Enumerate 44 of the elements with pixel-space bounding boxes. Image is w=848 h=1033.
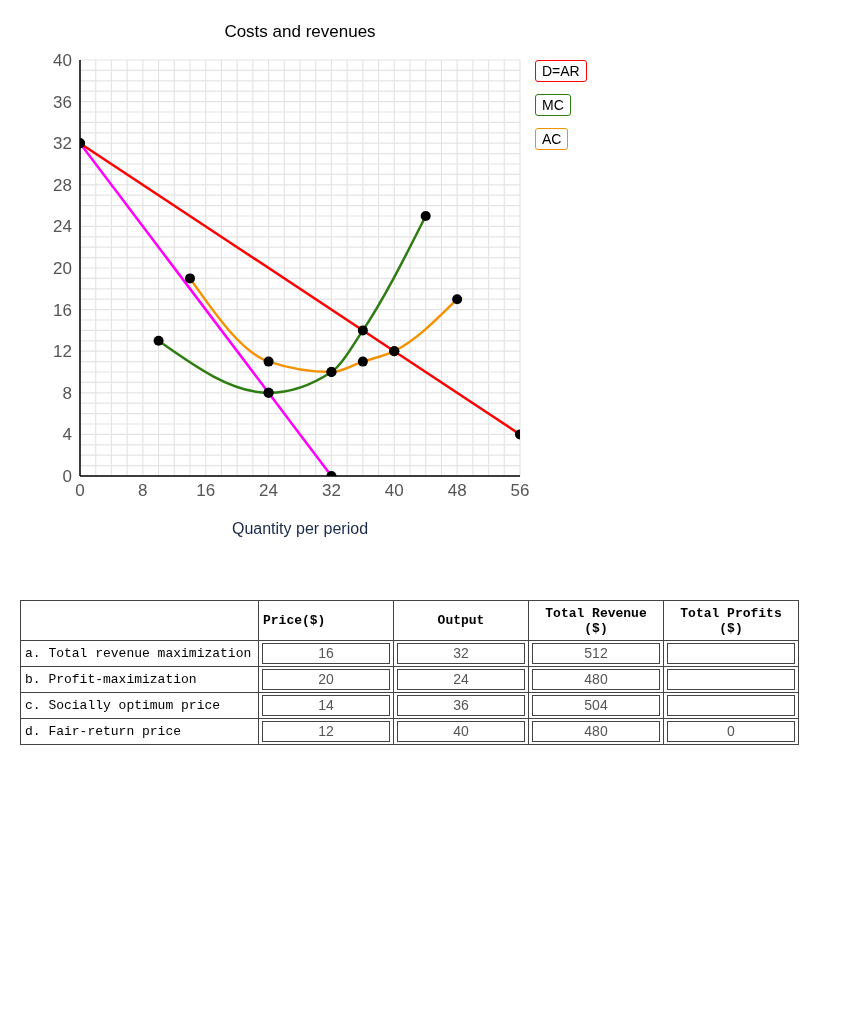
text-field: 40 (397, 721, 525, 742)
text: AC (535, 128, 569, 150)
x-axis-title: Quantity per period (231, 520, 369, 537)
x-tick-label: 40 (384, 481, 404, 501)
x-tick-label: 48 (447, 481, 467, 501)
text-field: 12 (262, 721, 390, 742)
text-field: 36 (397, 695, 525, 716)
text: MC (535, 94, 571, 116)
y-tick-label: 20 (53, 259, 72, 279)
y-tick-label: b. Profit-maximization (20, 666, 259, 693)
text-field: 16 (262, 643, 390, 664)
text-field: 0 (667, 721, 795, 742)
x-tick-label: 32 (321, 481, 341, 501)
x-tick-label: 16 (196, 481, 216, 501)
y-tick-label: 16 (53, 300, 72, 320)
y-tick-label: 28 (53, 175, 72, 195)
text-field: 24 (397, 669, 525, 690)
chart-title: Costs and revenues (223, 22, 377, 42)
text-field: 480 (532, 669, 660, 690)
y-tick-label: 12 (53, 342, 72, 362)
text-field: 20 (262, 669, 390, 690)
y-tick-label: 4 (62, 425, 72, 445)
x-tick-label: 24 (259, 481, 279, 501)
x-tick-label: Total Revenue ($) (528, 600, 664, 641)
y-tick-label: 24 (53, 217, 72, 237)
text-field: 32 (397, 643, 525, 664)
y-tick-label: d. Fair-return price (20, 718, 259, 745)
x-tick-label: Price($) (258, 600, 394, 641)
y-tick-label: 32 (53, 134, 72, 154)
text-field: 14 (262, 695, 390, 716)
text: D=AR (535, 60, 587, 82)
x-tick-label: 0 (75, 481, 85, 501)
text-field: 480 (532, 721, 660, 742)
text-field: 504 (532, 695, 660, 716)
x-tick-label: Total Profits ($) (663, 600, 799, 641)
x-tick-label: 56 (510, 481, 530, 501)
y-tick-label: 8 (62, 383, 72, 403)
y-tick-label: 36 (53, 92, 72, 112)
y-tick-label: c. Socially optimum price (20, 692, 259, 719)
y-tick-label: 40 (53, 51, 72, 71)
x-tick-label: Output (393, 600, 529, 641)
y-tick-label: a. Total revenue maximization (20, 640, 259, 667)
text-field: 512 (532, 643, 660, 664)
y-tick-label: 0 (62, 467, 72, 487)
